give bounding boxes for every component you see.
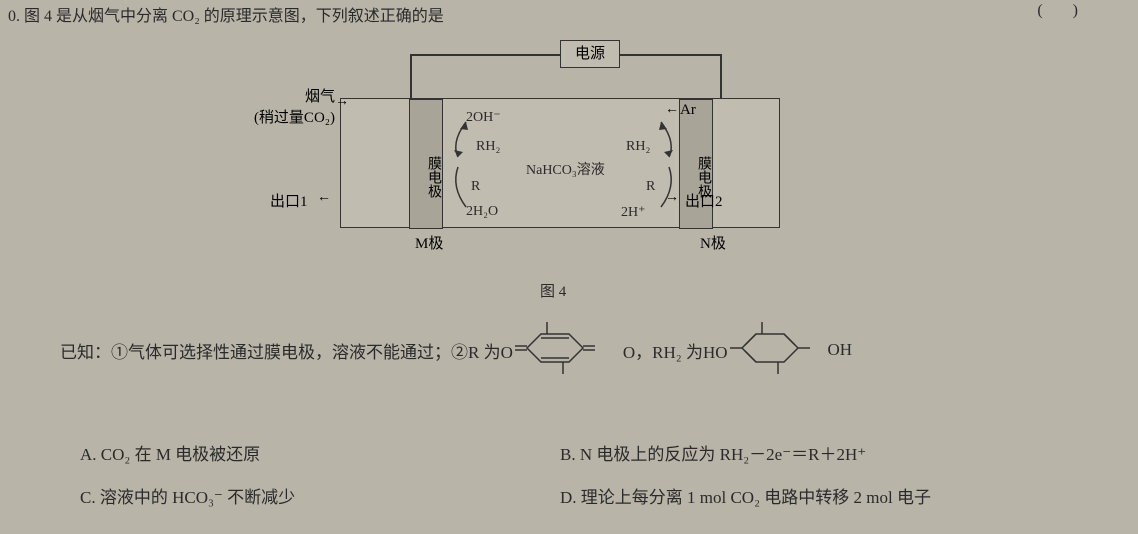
- answer-blank: (): [1037, 2, 1108, 20]
- molecule-rh2-icon: [728, 320, 828, 380]
- paren-right: ): [1073, 2, 1108, 19]
- arrow-in-right-icon: ←: [665, 102, 679, 118]
- m-pole-label: M极: [415, 232, 443, 253]
- question-header: 0. 图 4 是从烟气中分离 CO₂ 的原理示意图，下列叙述正确的是: [8, 2, 444, 26]
- inlet-gas-label-1: 烟气: [235, 85, 335, 106]
- cycle-arrows-left: [446, 107, 476, 217]
- wire-left: [410, 54, 560, 56]
- species-rh2-right: RH₂: [626, 139, 650, 155]
- known-prefix: 已知：①气体可选择性通过膜电极，溶液不能通过；②R 为O: [60, 338, 513, 363]
- wire-right: [620, 54, 720, 56]
- solution-label: NaHCO₃溶液: [526, 159, 605, 179]
- n-pole-label: N极: [700, 232, 726, 253]
- inlet-ar-label: Ar: [680, 102, 696, 119]
- option-row-1: A. CO₂ 在 M 电极被还原 B. N 电极上的反应为 RH₂－2e⁻＝R＋…: [80, 440, 1100, 465]
- option-c: C. 溶液中的 HCO₃⁻ 不断减少: [80, 483, 560, 508]
- arrow-out-left-icon: ←: [317, 190, 331, 206]
- molecule-r-icon: [513, 320, 623, 380]
- options-block: A. CO₂ 在 M 电极被还原 B. N 电极上的反应为 RH₂－2e⁻＝R＋…: [80, 440, 1100, 526]
- arrow-in-left-icon: →: [335, 94, 349, 110]
- inlet-gas-label-2: (稍过量CO₂): [205, 106, 335, 127]
- known-conditions: 已知：①气体可选择性通过膜电极，溶液不能通过；②R 为O O，RH₂ 为HO O…: [60, 320, 852, 380]
- outlet-2-label: 出口2: [685, 190, 723, 211]
- question-number: 0.: [8, 8, 20, 25]
- power-supply-box: 电源: [560, 40, 620, 68]
- option-row-2: C. 溶液中的 HCO₃⁻ 不断减少 D. 理论上每分离 1 mol CO₂ 电…: [80, 483, 1100, 508]
- option-a: A. CO₂ 在 M 电极被还原: [80, 440, 560, 465]
- option-d: D. 理论上每分离 1 mol CO₂ 电路中转移 2 mol 电子: [560, 483, 1100, 508]
- wire-down-right: [720, 54, 722, 99]
- paren-left: (: [1037, 2, 1072, 19]
- figure-caption: 图 4: [540, 280, 566, 301]
- outlet-1-label: 出口1: [270, 190, 308, 211]
- species-rh2-left: RH₂: [476, 139, 500, 155]
- known-suffix: OH: [828, 340, 853, 360]
- question-text: 图 4 是从烟气中分离 CO₂ 的原理示意图，下列叙述正确的是: [24, 8, 444, 25]
- known-mid: O，RH₂ 为HO: [623, 338, 728, 363]
- electrolysis-diagram: 电源 膜电极 膜电极 2OH⁻ RH₂ R 2H₂O NaHCO₃溶液 RH₂ …: [280, 40, 780, 280]
- membrane-electrode-m: 膜电极: [409, 99, 443, 229]
- species-2h: 2H⁺: [621, 204, 646, 221]
- arrow-out-right-icon: →: [665, 190, 679, 206]
- option-b: B. N 电极上的反应为 RH₂－2e⁻＝R＋2H⁺: [560, 440, 1100, 465]
- wire-down-left: [410, 54, 412, 99]
